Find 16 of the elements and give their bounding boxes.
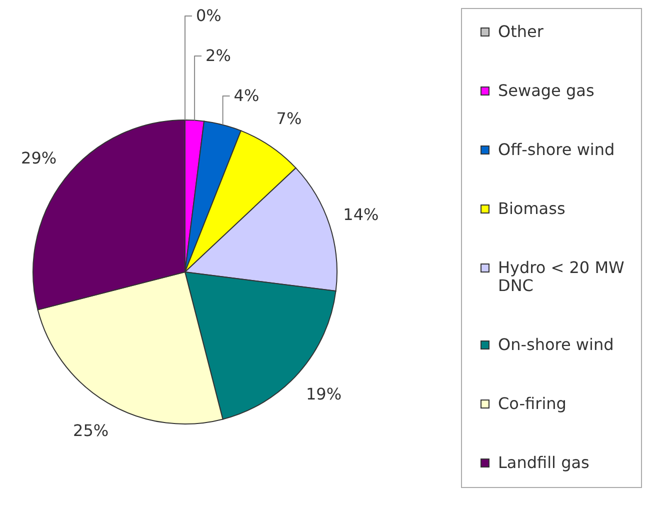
legend-label: Landfill gas bbox=[498, 453, 590, 472]
legend-label: Co-firing bbox=[498, 394, 566, 413]
data-label: 19% bbox=[306, 384, 342, 404]
data-label: 2% bbox=[206, 46, 231, 65]
text: 0% bbox=[196, 6, 222, 25]
data-label: 25% bbox=[73, 421, 109, 440]
legend-label: On-shore wind bbox=[498, 335, 614, 354]
legend-label: Off-shore wind bbox=[498, 140, 615, 159]
data-label: 7% bbox=[276, 108, 302, 128]
data-label: 29% bbox=[21, 148, 57, 168]
legend-label: Biomass bbox=[498, 199, 566, 218]
legend-label: Sewage gas bbox=[498, 81, 594, 100]
data-label: 14% bbox=[343, 204, 379, 224]
data-label: 4% bbox=[234, 86, 260, 105]
legend-label: Other bbox=[498, 22, 544, 41]
legend-label: Hydro < 20 MW DNC bbox=[498, 258, 624, 295]
